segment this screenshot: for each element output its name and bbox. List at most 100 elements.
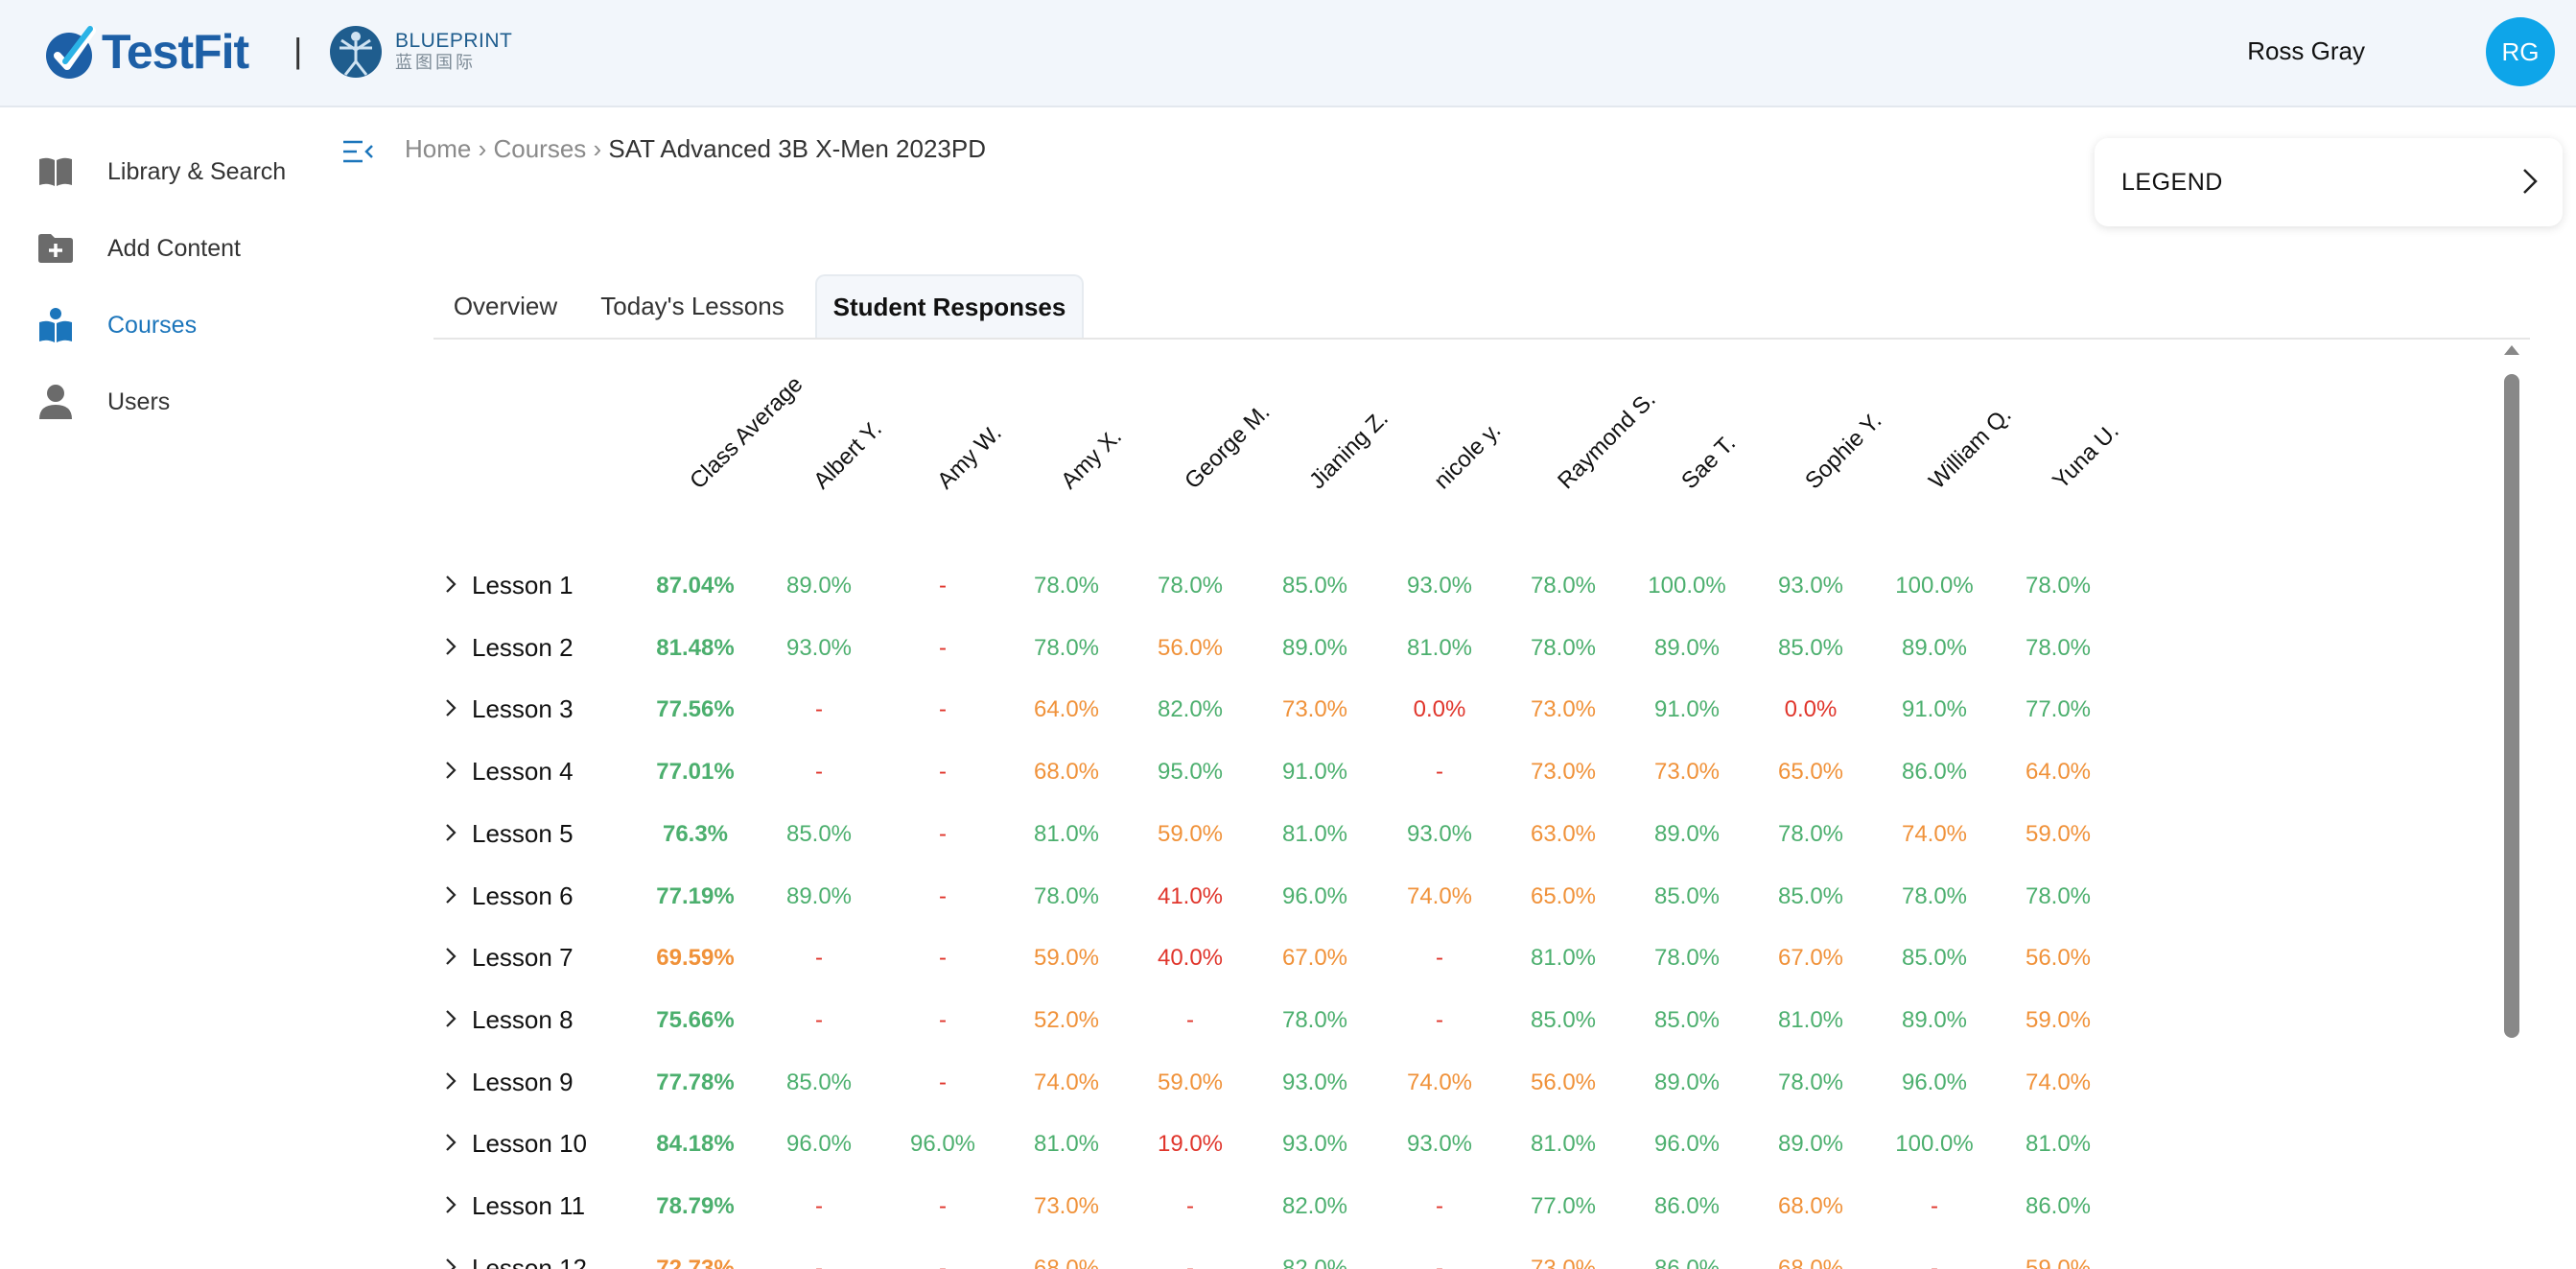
- table-row[interactable]: Lesson 4 77.01% - - 68.0% 95.0% 91.0% - 73.0% 73.…: [433, 741, 2160, 799]
- sidebar-item-users[interactable]: Users: [36, 378, 170, 426]
- user-name[interactable]: Ross Gray: [2247, 36, 2365, 65]
- score-cell: 91.0%: [1281, 759, 1348, 786]
- class-average-cell: 87.04%: [656, 573, 735, 599]
- score-cell: -: [1436, 759, 1443, 786]
- chevron-right-icon[interactable]: [443, 1193, 458, 1216]
- score-cell: 85.0%: [1901, 945, 1968, 972]
- score-cell: 89.0%: [1653, 1069, 1721, 1095]
- score-cell: 59.0%: [2025, 1255, 2092, 1269]
- tab-overview[interactable]: Overview: [453, 291, 558, 320]
- score-cell: -: [1186, 1006, 1194, 1033]
- scroll-up-arrow[interactable]: [2504, 345, 2519, 355]
- partner-subtitle: 蓝图国际: [395, 53, 476, 72]
- table-row[interactable]: Lesson 6 77.19% 89.0% - 78.0% 41.0% 96.0% 74.0%…: [433, 866, 2160, 924]
- lesson-name[interactable]: Lesson 9: [472, 1067, 574, 1096]
- table-row[interactable]: Lesson 9 77.78% 85.0% - 74.0% 59.0% 93.0% 74.0%…: [433, 1052, 2160, 1110]
- score-cell: 86.0%: [2025, 1193, 2092, 1219]
- chevron-right-icon[interactable]: [443, 573, 458, 596]
- score-cell: 85.0%: [1281, 573, 1348, 599]
- vitruvian-logo-icon: [330, 26, 382, 78]
- score-cell: 68.0%: [1033, 1255, 1100, 1269]
- score-cell: -: [1186, 1193, 1194, 1219]
- chevron-right-icon[interactable]: [443, 1007, 458, 1030]
- breadcrumb-courses[interactable]: Courses: [493, 134, 587, 163]
- chevron-right-icon[interactable]: [443, 696, 458, 719]
- score-cell: 89.0%: [1777, 1131, 1844, 1158]
- lesson-name[interactable]: Lesson 3: [472, 694, 574, 724]
- column-header-label: Raymond S.: [1553, 386, 1661, 495]
- lesson-name[interactable]: Lesson 4: [472, 757, 574, 787]
- testfit-logo[interactable]: TestFit: [44, 21, 249, 82]
- lesson-name[interactable]: Lesson 12: [472, 1253, 587, 1269]
- score-cell: -: [815, 945, 823, 972]
- breadcrumb-separator: ›: [471, 134, 494, 163]
- score-cell: -: [939, 945, 947, 972]
- lesson-name[interactable]: Lesson 1: [472, 571, 574, 599]
- score-cell: 78.0%: [2025, 882, 2092, 909]
- table-row[interactable]: Lesson 3 77.56% - - 64.0% 82.0% 73.0% 0.0% 73.0%…: [433, 679, 2160, 737]
- score-cell: -: [939, 759, 947, 786]
- chevron-right-icon[interactable]: [443, 883, 458, 906]
- score-cell: 82.0%: [1281, 1193, 1348, 1219]
- lesson-name[interactable]: Lesson 10: [472, 1129, 587, 1159]
- score-cell: 59.0%: [2025, 820, 2092, 847]
- class-average-cell: 78.79%: [656, 1193, 735, 1219]
- score-cell: -: [815, 696, 823, 723]
- table-row[interactable]: Lesson 7 69.59% - - 59.0% 40.0% 67.0% - 81.0% 78.…: [433, 928, 2160, 985]
- chevron-right-icon[interactable]: [443, 821, 458, 844]
- score-cell: 78.0%: [1901, 882, 1968, 909]
- table-row[interactable]: Lesson 8 75.66% - - 52.0% - 78.0% - 85.0% 85.0% 81…: [433, 990, 2160, 1047]
- table-row[interactable]: Lesson 11 78.79% - - 73.0% - 82.0% - 77.0% 86.0% 6…: [433, 1176, 2160, 1234]
- breadcrumb-separator: ›: [586, 134, 609, 163]
- sidebar-item-library-search[interactable]: Library & Search: [36, 148, 286, 196]
- score-cell: 78.0%: [1033, 882, 1100, 909]
- chevron-right-icon[interactable]: [443, 635, 458, 658]
- avatar[interactable]: RG: [2486, 17, 2555, 86]
- score-cell: 56.0%: [2025, 945, 2092, 972]
- table-row[interactable]: Lesson 10 84.18% 96.0% 96.0% 81.0% 19.0% 93.0%…: [433, 1114, 2160, 1171]
- column-header-label: Class Average: [685, 371, 808, 495]
- score-cell: -: [939, 1193, 947, 1219]
- score-cell: -: [1931, 1193, 1938, 1219]
- score-cell: 93.0%: [1281, 1131, 1348, 1158]
- chevron-right-icon[interactable]: [443, 1131, 458, 1154]
- score-cell: 0.0%: [1784, 696, 1838, 723]
- chevron-right-icon[interactable]: [443, 1069, 458, 1093]
- scrollbar-thumb[interactable]: [2504, 374, 2519, 1038]
- lesson-name[interactable]: Lesson 5: [472, 818, 574, 848]
- lesson-name[interactable]: Lesson 8: [472, 1004, 574, 1034]
- table-row[interactable]: Lesson 12 72.73% - - 68.0% - 82.0% - 73.0% 86.0% 6…: [433, 1238, 2160, 1269]
- legend-panel[interactable]: LEGEND: [2095, 138, 2563, 226]
- tab-student-responses[interactable]: Student Responses: [815, 274, 1084, 338]
- score-cell: 68.0%: [1777, 1193, 1844, 1219]
- collapse-sidebar-icon[interactable]: [341, 138, 376, 167]
- score-cell: 73.0%: [1530, 759, 1597, 786]
- score-cell: 89.0%: [1653, 634, 1721, 661]
- score-cell: -: [815, 1193, 823, 1219]
- column-header-label: Jianing Z.: [1304, 405, 1393, 495]
- table-row[interactable]: Lesson 1 87.04% 89.0% - 78.0% 78.0% 85.0% 93.0%…: [433, 555, 2160, 613]
- lesson-name[interactable]: Lesson 11: [472, 1191, 586, 1220]
- breadcrumb-home[interactable]: Home: [405, 134, 472, 163]
- score-cell: 81.0%: [1530, 1131, 1597, 1158]
- sidebar-item-courses[interactable]: Courses: [36, 301, 197, 349]
- lesson-name[interactable]: Lesson 6: [472, 881, 574, 910]
- score-cell: 78.0%: [1157, 573, 1224, 599]
- table-row[interactable]: Lesson 5 76.3% 85.0% - 81.0% 59.0% 81.0% 93.0% 6…: [433, 804, 2160, 861]
- lesson-name[interactable]: Lesson 7: [472, 943, 574, 973]
- chevron-right-icon[interactable]: [443, 1256, 458, 1269]
- tab-todays-lessons[interactable]: Today's Lessons: [600, 291, 785, 320]
- column-header-label: Sae T.: [1676, 430, 1742, 495]
- score-cell: 77.0%: [1530, 1193, 1597, 1219]
- sidebar-item-add-content[interactable]: Add Content: [36, 224, 241, 272]
- score-cell: 59.0%: [1157, 1069, 1224, 1095]
- chevron-right-icon[interactable]: [443, 945, 458, 968]
- score-cell: 85.0%: [1530, 1006, 1597, 1033]
- table-row[interactable]: Lesson 2 81.48% 93.0% - 78.0% 56.0% 89.0% 81.0%…: [433, 618, 2160, 675]
- chevron-right-icon[interactable]: [443, 759, 458, 782]
- column-header-label: nicole y.: [1429, 417, 1507, 495]
- tab-bar: Overview Today's Lessons Student Respons…: [433, 272, 2530, 340]
- lesson-name[interactable]: Lesson 2: [472, 632, 574, 662]
- score-cell: 86.0%: [1653, 1193, 1721, 1219]
- score-cell: 78.0%: [1653, 945, 1721, 972]
